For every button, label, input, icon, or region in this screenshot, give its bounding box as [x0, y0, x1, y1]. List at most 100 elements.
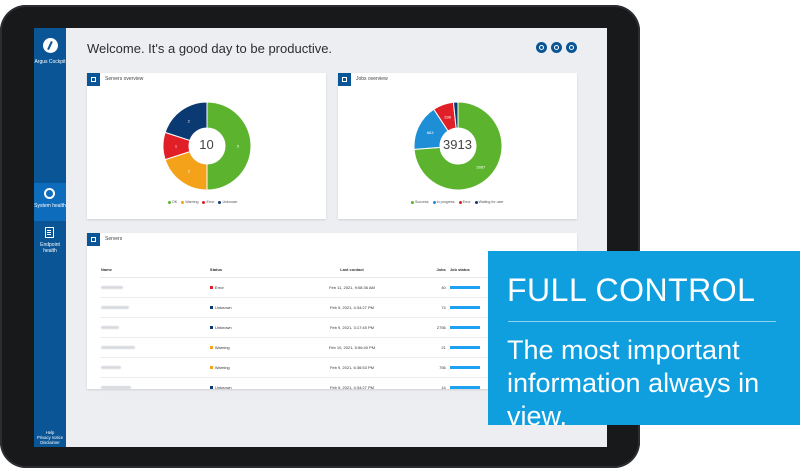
last-contact-cell: Feb 11, 2021, 9:08:36 AM — [297, 277, 407, 298]
donut-data-label: 2887 — [476, 165, 486, 170]
table-row[interactable]: Unknown Feb 9, 2021, 3:17:45 PM 2756 — [100, 317, 500, 338]
status-cell: Error — [208, 277, 298, 298]
jobs-cell: 756 — [406, 357, 447, 378]
servers-center-value: 10 — [199, 137, 214, 152]
job-status-cell — [446, 277, 500, 298]
status-cell: Warning — [208, 357, 298, 378]
legend-label: Unknown — [222, 200, 238, 204]
status-text: Unknown — [214, 305, 232, 310]
server-name-cell — [100, 277, 209, 298]
job-status-cell — [446, 357, 500, 378]
legend-swatch — [168, 200, 171, 204]
sidebar: Argus Cockpit System health Endpoint hea… — [34, 28, 66, 447]
table-row[interactable]: Warning Feb 9, 2021, 6:36:53 PM 756 — [100, 357, 500, 378]
refresh-button[interactable] — [536, 42, 547, 53]
legend-swatch — [432, 200, 436, 204]
user-button[interactable] — [566, 42, 577, 53]
status-indicator — [209, 386, 213, 390]
column-header-jobs[interactable]: Jobs — [406, 261, 447, 278]
jobs-donut-chart: 2887 663 298 — [413, 101, 503, 191]
status-cell: Unknown — [208, 317, 298, 338]
last-contact-cell: Feb 9, 2021, 3:17:45 PM — [297, 317, 407, 338]
endpoint-health-icon — [45, 227, 54, 238]
column-header-status[interactable]: Status — [208, 261, 298, 278]
sidebar-item-label: Endpoint health — [40, 242, 60, 254]
sidebar-item-label: System health — [34, 203, 66, 209]
donut-slice-waiting-for-user[interactable] — [452, 101, 459, 129]
tablet-frame: Argus Cockpit System health Endpoint hea… — [0, 5, 640, 468]
job-status-bar — [449, 326, 480, 330]
legend-swatch — [474, 200, 478, 204]
job-status-bar — [449, 386, 480, 390]
jobs-cell: 40 — [406, 277, 447, 298]
last-contact-cell: Feb 10, 2021, 5:56:40 PM — [297, 337, 407, 358]
user-icon — [569, 45, 574, 50]
legend-label: Success — [415, 200, 429, 204]
server-name-cell — [100, 357, 209, 378]
table-row[interactable]: Warning Feb 10, 2021, 5:56:40 PM 21 — [100, 337, 500, 358]
status-text: Error — [214, 285, 224, 290]
legend-label: Warning — [185, 200, 199, 204]
legend-swatch — [411, 200, 414, 204]
banner-title: FULL CONTROL — [507, 272, 756, 308]
privacy-notice-link[interactable]: Privacy notice — [36, 435, 64, 440]
table-header-row: Name Status Last contact Jobs Job status — [100, 261, 500, 278]
job-status-bar — [449, 366, 480, 370]
jobs-cell: 2756 — [406, 317, 447, 338]
status-indicator — [209, 286, 213, 290]
job-status-cell — [446, 337, 500, 358]
legend-label: In progress — [436, 200, 455, 204]
donut-slice-unknown[interactable] — [164, 101, 208, 142]
last-contact-cell: Feb 9, 2021, 4:34:27 PM — [297, 297, 407, 318]
argus-logo-icon[interactable] — [43, 38, 58, 53]
refresh-icon — [539, 45, 544, 50]
jobs-legend: Success In progress Error Waiting for us… — [408, 200, 504, 204]
status-text: Unknown — [214, 325, 232, 330]
status-cell: Unknown — [208, 377, 298, 398]
servers-donut-chart: 5 2 1 2 — [162, 101, 252, 191]
donut-data-label: 1 — [175, 144, 178, 149]
jobs-cell: 21 — [406, 337, 447, 358]
donut-data-label: 298 — [444, 114, 451, 119]
status-indicator — [209, 326, 213, 330]
job-status-cell — [446, 317, 500, 338]
table-row[interactable]: Unknown Feb 9, 2021, 4:34:27 PM 74 — [100, 297, 500, 318]
servers-overview-card: Servers overview 5 2 1 2 10 OK Warning Erro… — [87, 73, 326, 219]
help-link[interactable]: Help — [45, 430, 55, 435]
app-screen: Argus Cockpit System health Endpoint hea… — [34, 28, 607, 447]
status-indicator — [209, 346, 213, 350]
status-text: Warning — [214, 365, 230, 370]
servers-table-icon — [87, 233, 100, 246]
server-name-cell — [100, 377, 209, 398]
table-row[interactable]: Unknown Feb 9, 2021, 4:34:27 PM 14 — [100, 377, 500, 398]
servers-table: Name Status Last contact Jobs Job status… — [100, 261, 500, 398]
jobs-overview-card: Jobs overview 2887 663 298 3913 Success In… — [338, 73, 577, 219]
status-text: Warning — [214, 345, 230, 350]
jobs-cell: 74 — [406, 297, 447, 318]
notifications-button[interactable] — [551, 42, 562, 53]
welcome-message: Welcome. It's a good day to be productiv… — [87, 41, 333, 56]
app-name: Argus Cockpit — [34, 59, 66, 65]
legend-label: Error — [206, 200, 215, 204]
jobs-center-value: 3913 — [443, 137, 472, 152]
table-row[interactable]: Error Feb 11, 2021, 9:08:36 AM 40 — [100, 277, 500, 298]
system-health-icon — [44, 188, 55, 199]
column-header-name[interactable]: Name — [100, 261, 209, 278]
job-status-cell — [446, 377, 500, 398]
status-text: Unknown — [214, 385, 232, 390]
job-status-bar — [449, 306, 480, 310]
job-status-cell — [446, 297, 500, 318]
status-indicator — [209, 306, 213, 310]
server-name-cell — [100, 297, 209, 318]
donut-slice-success[interactable] — [413, 101, 503, 191]
donut-slice-ok[interactable] — [206, 101, 252, 191]
column-header-job-status[interactable]: Job status — [446, 261, 500, 278]
disclaimer-link[interactable]: Disclaimer — [40, 440, 60, 445]
donut-data-label: 2 — [188, 118, 191, 123]
server-name-cell — [100, 337, 209, 358]
column-header-last-contact[interactable]: Last contact — [297, 261, 407, 278]
legend-swatch — [202, 200, 206, 204]
last-contact-cell: Feb 9, 2021, 6:36:53 PM — [297, 357, 407, 378]
legend-label: Waiting for user — [478, 200, 504, 204]
job-status-bar — [449, 346, 480, 350]
